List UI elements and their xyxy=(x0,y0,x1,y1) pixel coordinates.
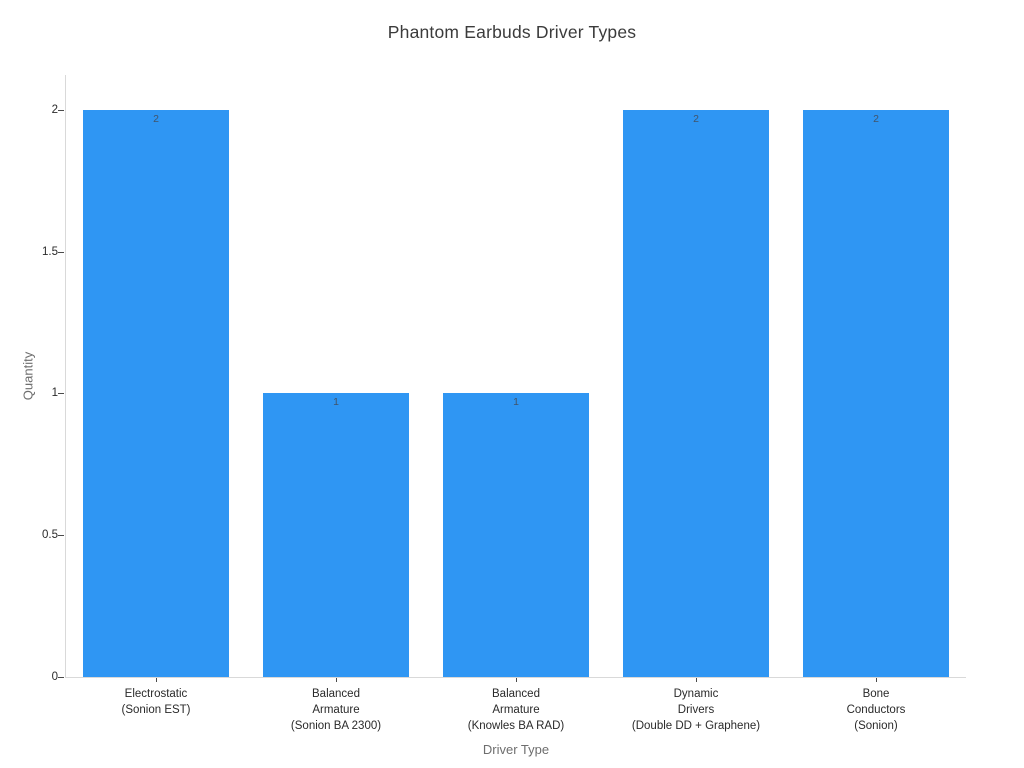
y-tick-label: 2 xyxy=(51,103,58,116)
x-tick-label: Bone Conductors (Sonion) xyxy=(846,688,906,732)
y-tick-mark xyxy=(58,393,64,395)
bar-slot: 2 Bone Conductors (Sonion) xyxy=(786,75,966,732)
bar[interactable]: 2 xyxy=(623,109,769,677)
x-tick-label: Balanced Armature (Sonion BA 2300) xyxy=(290,688,382,732)
y-tick-mark xyxy=(58,251,64,253)
bar-value-label: 2 xyxy=(153,112,159,125)
x-axis-title: Driver Type xyxy=(482,742,550,757)
x-tick-label: Electrostatic (Sonion EST) xyxy=(121,688,191,716)
bars-container: 2 Electrostatic (Sonion EST) 1 Balanced Armat… xyxy=(66,75,966,732)
x-tick-mark xyxy=(696,678,697,682)
x-tick-label: Balanced Armature (Knowles BA RAD) xyxy=(467,688,565,732)
bar[interactable]: 1 xyxy=(263,393,409,677)
y-tick-label: 0 xyxy=(51,671,58,683)
y-tick-label: 0.5 xyxy=(42,529,58,542)
x-tick-mark xyxy=(876,678,877,682)
x-tick-mark xyxy=(336,678,337,682)
x-tick-label: Dynamic Drivers (Double DD + Graphene) xyxy=(631,688,761,732)
bar-value-label: 2 xyxy=(873,112,879,125)
bar[interactable]: 2 xyxy=(803,109,949,677)
bar-value-label: 1 xyxy=(513,396,519,409)
y-tick-mark xyxy=(58,109,64,111)
y-axis-line xyxy=(65,75,66,677)
x-tick-mark xyxy=(156,678,157,682)
chart-title: Phantom Earbuds Driver Types xyxy=(387,22,637,42)
bar-slot: 2 Electrostatic (Sonion EST) xyxy=(66,75,246,716)
bar-slot: 1 Balanced Armature (Sonion BA 2300) xyxy=(246,75,426,732)
bar-value-label: 2 xyxy=(693,112,699,125)
x-tick-mark xyxy=(516,678,517,682)
bar-slot: 2 Dynamic Drivers (Double DD + Graphene) xyxy=(606,75,786,732)
bar[interactable]: 2 xyxy=(83,109,229,677)
y-tick-label: 1.5 xyxy=(42,245,58,258)
y-tick-mark xyxy=(58,535,64,537)
bar-value-label: 1 xyxy=(333,396,339,409)
plot-area: 0 0.5 1 1.5 2 2 Electrostatic (Sonion EST) 1 Bal… xyxy=(42,75,966,732)
bar[interactable]: 1 xyxy=(443,393,589,677)
y-tick-mark xyxy=(58,677,64,678)
x-axis-line xyxy=(65,677,966,678)
bar-slot: 1 Balanced Armature (Knowles BA RAD) xyxy=(426,75,606,732)
y-tick-label: 1 xyxy=(51,387,58,400)
